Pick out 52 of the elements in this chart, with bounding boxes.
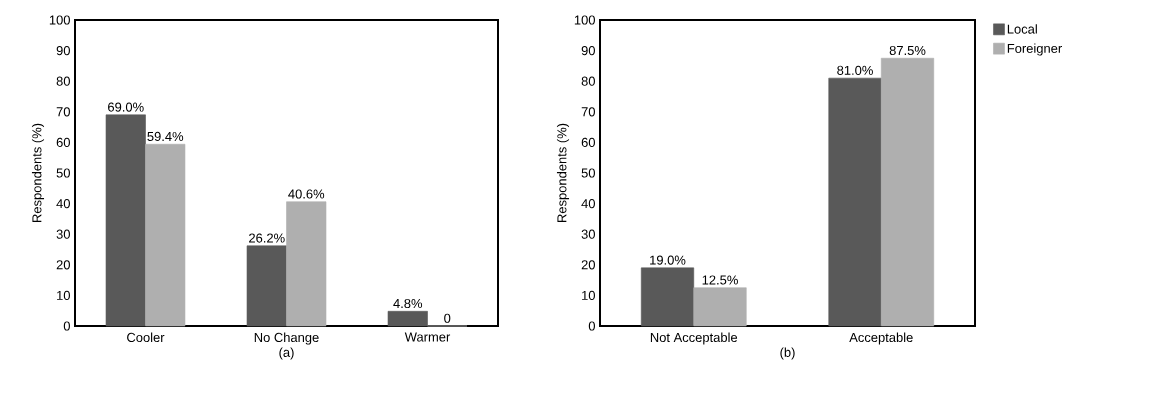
bar (246, 245, 287, 327)
x-axis-title: (a) (279, 347, 294, 360)
data-label: 19.0% (650, 255, 686, 265)
x-axis-title: (b) (780, 347, 795, 360)
bar (387, 311, 428, 327)
data-label: 12.5% (702, 275, 738, 285)
y-tick-label: 80 (56, 76, 70, 86)
x-tick-label: Warmer (404, 332, 451, 342)
y-tick-label: 30 (581, 229, 595, 239)
data-label: 4.8% (393, 298, 423, 309)
y-axis-title: Respondents (%) (556, 123, 570, 222)
y-tick-label: 60 (56, 137, 70, 147)
y-tick-label: 20 (581, 260, 595, 270)
y-tick-label: 0 (588, 321, 595, 331)
y-tick-label: 40 (581, 199, 595, 209)
x-tick-label: Acceptable (849, 332, 913, 345)
data-label: 87.5% (889, 45, 926, 56)
y-tick-label: 70 (56, 107, 70, 117)
bar (105, 114, 146, 327)
y-axis-title: Respondents (%) (31, 123, 45, 222)
data-label: 26.2% (249, 233, 285, 243)
bar (145, 143, 186, 327)
y-tick-label: 10 (582, 290, 595, 300)
data-label: 40.6% (288, 189, 325, 199)
y-tick-label: 60 (581, 137, 595, 147)
bar (640, 267, 695, 327)
y-tick-label: 30 (56, 229, 70, 239)
x-tick-label: No Change (254, 332, 319, 345)
y-tick-label: 10 (57, 290, 70, 300)
x-tick-label: Not Acceptable (650, 332, 738, 345)
y-tick-label: 40 (56, 199, 70, 209)
bar (286, 201, 327, 327)
bar (828, 77, 882, 327)
y-tick-label: 20 (56, 260, 70, 270)
data-label: 69.0% (108, 102, 144, 112)
legend-label: Local (1007, 24, 1037, 34)
x-tick-label: Cooler (127, 332, 165, 343)
y-tick-label: 90 (581, 46, 595, 56)
y-tick-label: 50 (56, 168, 70, 178)
y-tick-label: 100 (49, 15, 70, 25)
data-label: 81.0% (837, 65, 873, 75)
y-tick-label: 70 (581, 107, 595, 117)
bar (880, 57, 935, 327)
y-tick-label: 80 (581, 76, 595, 86)
legend-label: Foreigner (1007, 43, 1062, 56)
y-tick-label: 90 (56, 46, 70, 56)
y-tick-label: 0 (63, 321, 70, 331)
y-tick-label: 100 (574, 15, 595, 25)
y-tick-label: 50 (581, 168, 595, 178)
data-label: 0 (444, 313, 451, 323)
data-label: 59.4% (147, 131, 184, 142)
bar (693, 287, 747, 327)
